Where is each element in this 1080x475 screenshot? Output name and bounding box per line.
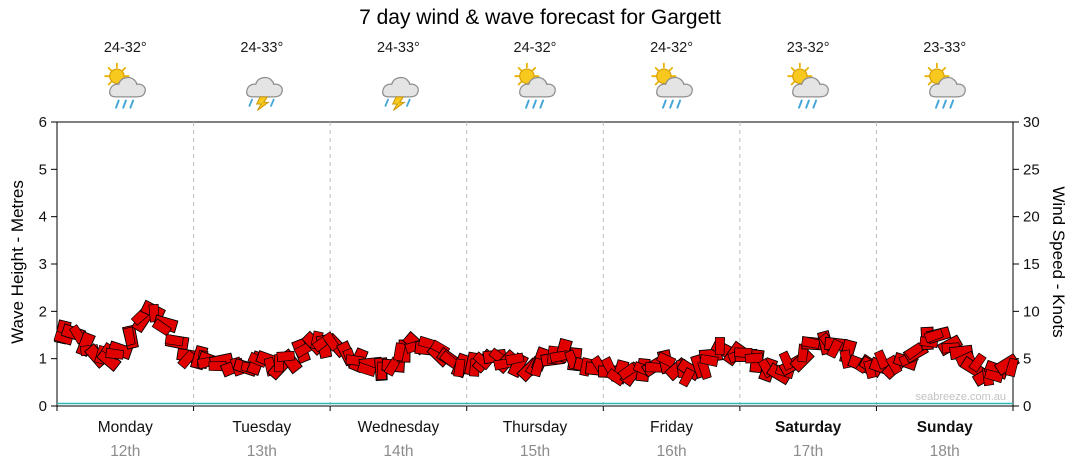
day-date: 14th bbox=[383, 443, 414, 460]
wind-flag bbox=[105, 347, 125, 360]
wind-flag bbox=[164, 333, 184, 347]
rain-icon bbox=[384, 98, 412, 107]
day-temperature: 24-33° bbox=[240, 40, 284, 56]
left-tick-label: 6 bbox=[39, 114, 47, 131]
wind-flag bbox=[53, 330, 74, 346]
day-name: Sunday bbox=[916, 419, 973, 436]
wind-flag bbox=[984, 368, 1004, 384]
wind-flag bbox=[530, 357, 545, 378]
cloud bbox=[382, 76, 420, 98]
day-temperature: 23-33° bbox=[923, 40, 967, 56]
wind-flag bbox=[826, 338, 844, 359]
rain-icon bbox=[934, 99, 954, 109]
lightning-icon bbox=[255, 96, 270, 111]
day-date: 17th bbox=[793, 443, 824, 460]
right-tick-label: 5 bbox=[1023, 351, 1031, 368]
wind-flag bbox=[699, 354, 719, 368]
cloud bbox=[245, 76, 283, 98]
left-tick-label: 3 bbox=[39, 256, 47, 273]
day-date: 18th bbox=[929, 443, 960, 460]
weather-icon-sun-shower bbox=[918, 62, 972, 112]
chart-title: 7 day wind & wave forecast for Gargett bbox=[359, 6, 721, 29]
wind-flag bbox=[885, 354, 903, 376]
left-tick-label: 1 bbox=[39, 351, 47, 368]
left-tick-label: 5 bbox=[39, 161, 47, 178]
day-temperature: 23-32° bbox=[786, 40, 830, 56]
wind-flag bbox=[151, 318, 172, 337]
day-name: Wednesday bbox=[357, 419, 440, 436]
cloud bbox=[928, 76, 966, 98]
weather-icon-sun-shower bbox=[98, 62, 152, 112]
wind-flag bbox=[177, 349, 197, 370]
right-axis-label: Wind Speed - Knots bbox=[1049, 186, 1068, 338]
right-tick-label: 20 bbox=[1023, 209, 1040, 226]
right-tick-label: 30 bbox=[1023, 114, 1040, 131]
cloud bbox=[109, 76, 147, 98]
weather-icon-storm bbox=[235, 62, 289, 112]
lightning-icon bbox=[392, 96, 407, 111]
rain-icon bbox=[525, 99, 545, 109]
weather-icon-sun-shower bbox=[508, 62, 562, 112]
day-name: Tuesday bbox=[232, 419, 292, 436]
left-axis-label: Wave Height - Metres bbox=[8, 180, 27, 344]
day-temperature: 24-32° bbox=[513, 40, 557, 56]
right-tick-label: 10 bbox=[1023, 303, 1040, 320]
left-tick-label: 0 bbox=[39, 398, 47, 415]
weather-icon-storm bbox=[371, 62, 425, 112]
rain-icon bbox=[661, 99, 681, 109]
day-name: Friday bbox=[650, 419, 694, 436]
day-name: Monday bbox=[97, 419, 153, 436]
rain-icon bbox=[248, 98, 275, 107]
day-date: 13th bbox=[246, 443, 277, 460]
day-name: Saturday bbox=[774, 419, 842, 436]
cloud bbox=[655, 76, 693, 98]
right-tick-label: 0 bbox=[1023, 398, 1031, 415]
left-tick-label: 4 bbox=[39, 209, 47, 226]
wind-flag bbox=[276, 350, 296, 363]
rain-icon bbox=[115, 99, 135, 109]
day-temperature: 24-32° bbox=[103, 40, 147, 56]
right-tick-label: 15 bbox=[1023, 256, 1040, 273]
day-date: 16th bbox=[656, 443, 687, 460]
wind-flag bbox=[453, 358, 466, 378]
weather-icon-sun-shower bbox=[781, 62, 835, 112]
day-temperature: 24-32° bbox=[650, 40, 693, 56]
rain-icon bbox=[798, 99, 818, 109]
day-name: Thursday bbox=[502, 419, 568, 436]
watermark: seabreeze.com.au bbox=[915, 391, 1007, 403]
weather-icon-sun-shower bbox=[645, 62, 699, 112]
right-tick-label: 25 bbox=[1023, 161, 1040, 178]
cloud bbox=[519, 76, 556, 98]
wind-flag bbox=[714, 337, 726, 356]
wind-flag bbox=[504, 352, 525, 366]
wind-flag bbox=[968, 352, 987, 373]
wind-flags bbox=[53, 299, 1020, 388]
day-date: 15th bbox=[519, 443, 551, 460]
wind-flag bbox=[923, 328, 944, 344]
day-temperature: 24-33° bbox=[376, 40, 420, 56]
left-tick-label: 2 bbox=[39, 303, 47, 320]
cloud bbox=[792, 76, 829, 98]
wind-flag bbox=[1004, 357, 1019, 378]
day-date: 12th bbox=[110, 443, 141, 460]
